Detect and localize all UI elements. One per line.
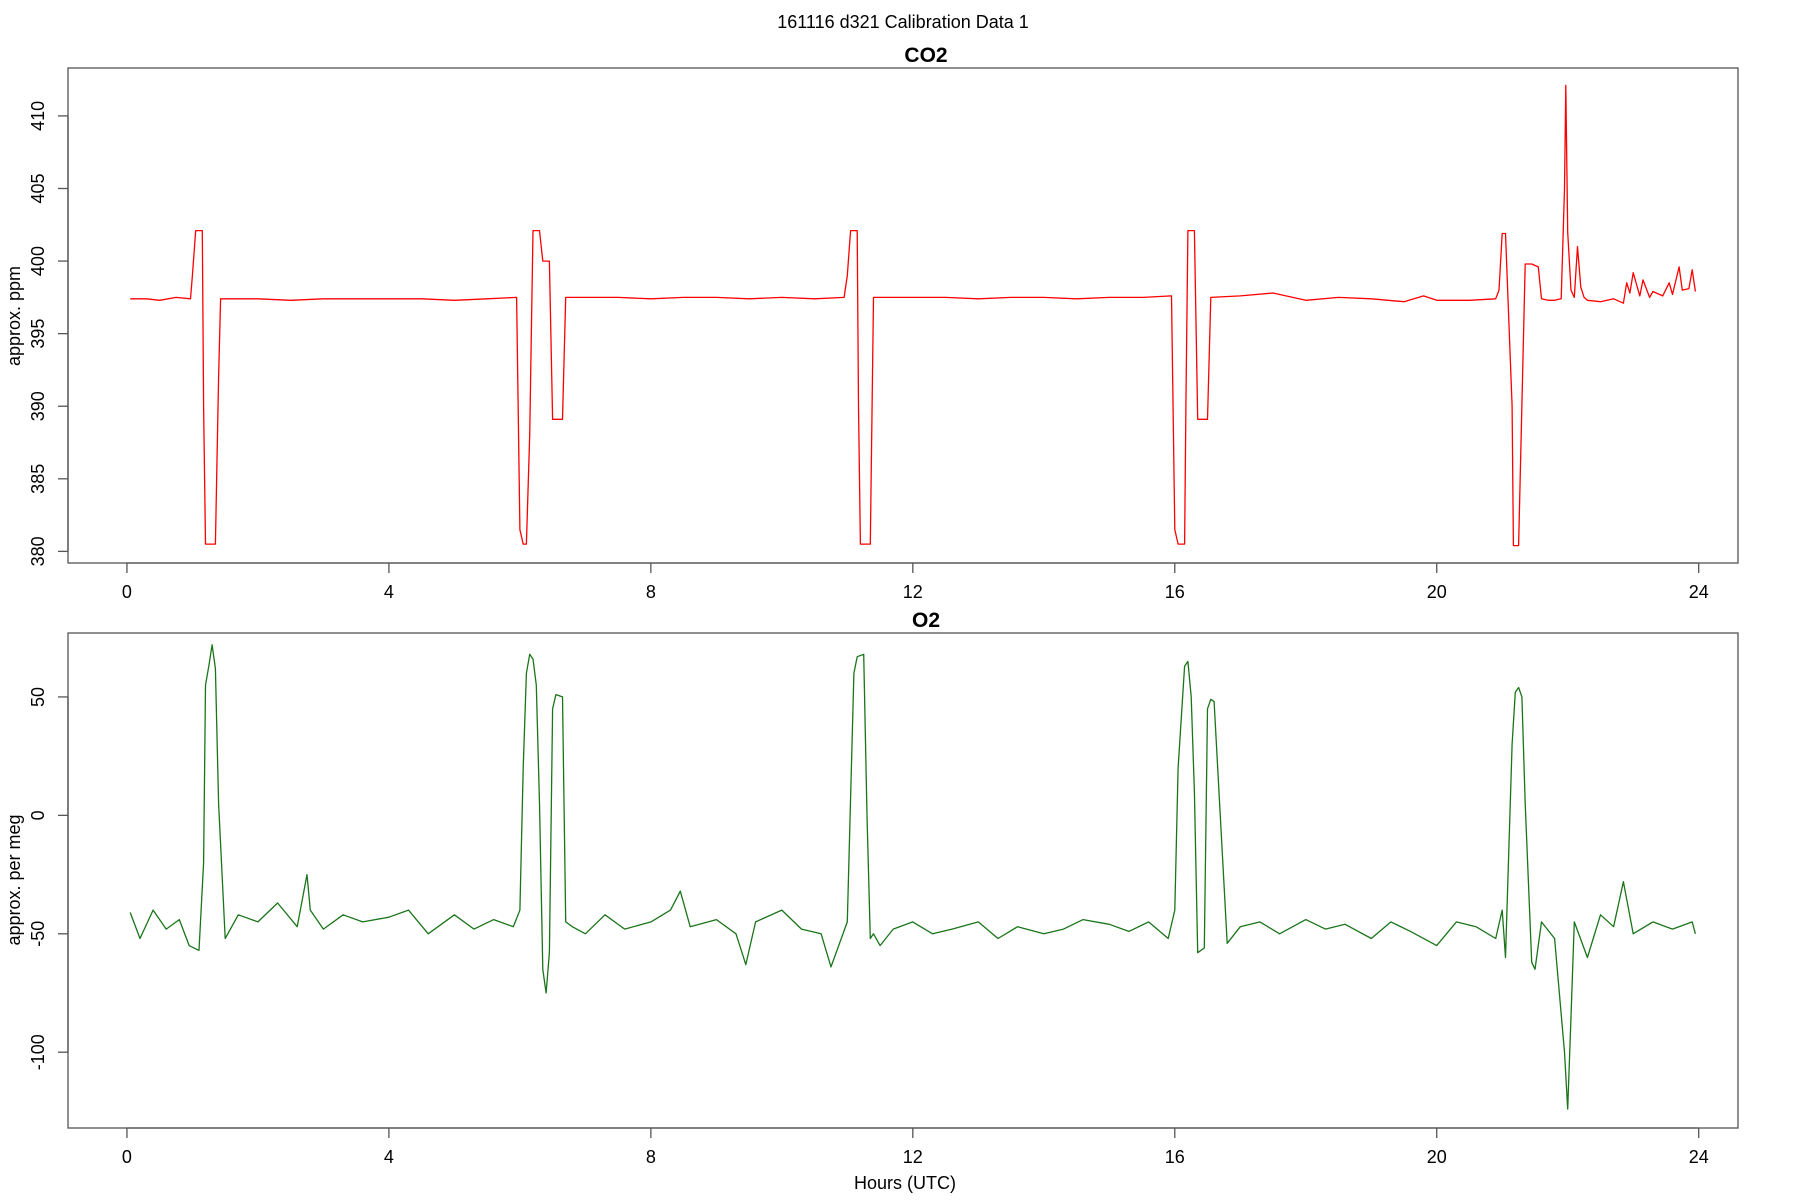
co2-x-tick-label: 8 <box>646 582 656 602</box>
o2-x-tick-label: 0 <box>122 1147 132 1167</box>
co2-y-axis: 380 385 390 395 400 405 410 <box>28 101 69 566</box>
co2-x-tick-label: 12 <box>903 582 923 602</box>
co2-y-tick-label: 405 <box>28 173 48 203</box>
co2-panel: CO2 0 4 8 12 16 20 24 380 385 390 395 400 405 410 ap… <box>4 44 1739 602</box>
co2-plot-frame <box>67 67 1739 564</box>
o2-x-tick-label: 20 <box>1427 1147 1447 1167</box>
co2-y-tick-label: 380 <box>28 536 48 566</box>
o2-panel: O2 0 4 8 12 16 20 24 -100 -50 0 50 approx. per me… <box>4 609 1739 1167</box>
o2-x-tick-label: 16 <box>1165 1147 1185 1167</box>
co2-y-tick-label: 385 <box>28 464 48 494</box>
co2-x-axis: 0 4 8 12 16 20 24 <box>122 562 1709 602</box>
co2-series-line <box>130 84 1697 547</box>
co2-x-tick-label: 4 <box>384 582 394 602</box>
figure-suptitle: 161116 d321 Calibration Data 1 <box>777 12 1029 32</box>
o2-y-axis: -100 -50 0 50 <box>28 687 69 1070</box>
o2-x-tick-label: 8 <box>646 1147 656 1167</box>
co2-x-tick-label: 16 <box>1165 582 1185 602</box>
co2-x-tick-label: 0 <box>122 582 132 602</box>
o2-y-tick-label: 50 <box>28 687 48 707</box>
co2-panel-title: CO2 <box>904 44 947 67</box>
o2-x-tick-label: 4 <box>384 1147 394 1167</box>
co2-y-tick-label: 410 <box>28 101 48 131</box>
co2-x-tick-label: 24 <box>1689 582 1709 602</box>
o2-x-axis: 0 4 8 12 16 20 24 <box>122 1127 1709 1167</box>
o2-series-line <box>129 644 1697 1110</box>
o2-x-tick-label: 24 <box>1689 1147 1709 1167</box>
o2-y-tick-label: -100 <box>28 1034 48 1070</box>
co2-y-tick-label: 400 <box>28 246 48 276</box>
o2-plot-frame <box>67 632 1739 1129</box>
co2-x-tick-label: 20 <box>1427 582 1447 602</box>
o2-panel-title: O2 <box>912 609 940 632</box>
o2-y-tick-label: 0 <box>28 810 48 820</box>
co2-y-tick-label: 395 <box>28 319 48 349</box>
o2-y-axis-label: approx. per meg <box>4 814 24 945</box>
co2-y-axis-label: approx. ppm <box>4 266 24 366</box>
o2-y-tick-label: -50 <box>28 921 48 947</box>
x-axis-label: Hours (UTC) <box>854 1173 956 1193</box>
co2-y-tick-label: 390 <box>28 391 48 421</box>
o2-x-tick-label: 12 <box>903 1147 923 1167</box>
